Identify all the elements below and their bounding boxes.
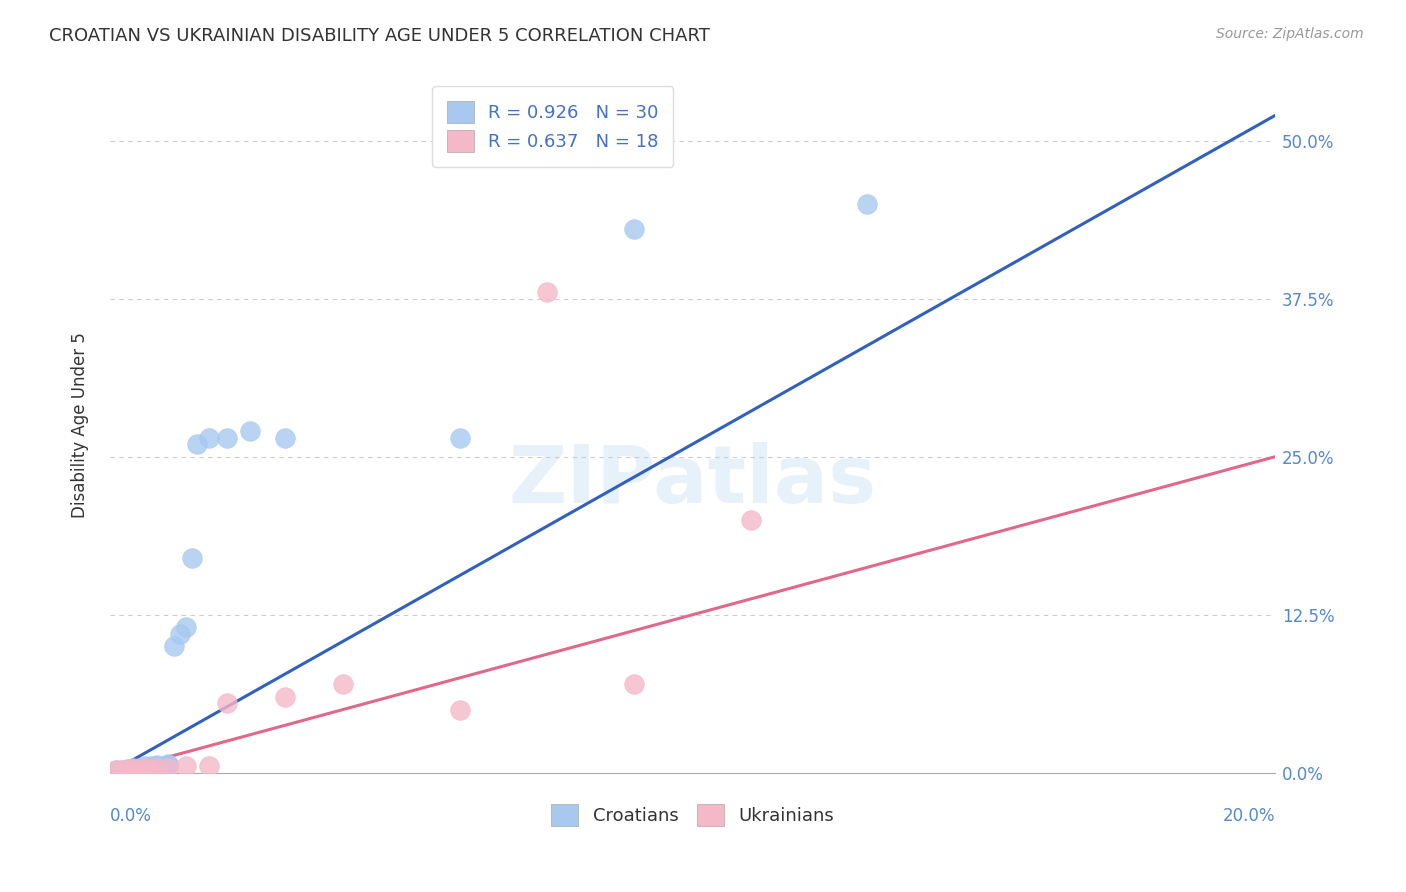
Point <box>128 762 150 776</box>
Point <box>117 763 139 777</box>
Point <box>449 431 471 445</box>
Text: Source: ZipAtlas.com: Source: ZipAtlas.com <box>1216 27 1364 41</box>
Point <box>128 761 150 775</box>
Point <box>215 431 238 445</box>
Point <box>145 758 167 772</box>
Point <box>623 222 645 236</box>
Point <box>169 626 191 640</box>
Point <box>449 702 471 716</box>
Point <box>174 759 197 773</box>
Point <box>157 761 180 775</box>
Point <box>111 763 134 777</box>
Point <box>274 431 297 445</box>
Point <box>134 759 156 773</box>
Point <box>152 759 174 773</box>
Y-axis label: Disability Age Under 5: Disability Age Under 5 <box>72 332 89 518</box>
Point <box>186 437 208 451</box>
Point <box>139 759 162 773</box>
Point <box>157 756 180 771</box>
Point <box>332 677 354 691</box>
Point <box>274 690 297 704</box>
Point <box>180 550 202 565</box>
Point <box>104 763 127 777</box>
Point <box>163 640 186 654</box>
Point <box>239 425 262 439</box>
Point <box>139 762 162 776</box>
Point <box>117 762 139 776</box>
Point <box>856 197 879 211</box>
Point <box>536 285 558 300</box>
Point <box>198 431 221 445</box>
Point <box>623 677 645 691</box>
Point <box>215 696 238 710</box>
Point <box>122 762 145 776</box>
Point <box>139 761 162 775</box>
Point <box>122 761 145 775</box>
Text: 20.0%: 20.0% <box>1223 807 1275 825</box>
Point <box>134 761 156 775</box>
Point <box>157 758 180 772</box>
Point <box>111 763 134 777</box>
Point <box>122 762 145 776</box>
Point <box>174 620 197 634</box>
Point <box>198 759 221 773</box>
Point <box>128 762 150 776</box>
Point <box>134 762 156 776</box>
Point <box>145 761 167 775</box>
Text: CROATIAN VS UKRAINIAN DISABILITY AGE UNDER 5 CORRELATION CHART: CROATIAN VS UKRAINIAN DISABILITY AGE UND… <box>49 27 710 45</box>
Point <box>104 763 127 777</box>
Point <box>740 513 762 527</box>
Point <box>145 759 167 773</box>
Point <box>134 761 156 775</box>
Text: ZIPatlas: ZIPatlas <box>509 442 877 520</box>
Text: 0.0%: 0.0% <box>110 807 152 825</box>
Point <box>117 762 139 776</box>
Legend: Croatians, Ukrainians: Croatians, Ukrainians <box>544 797 841 833</box>
